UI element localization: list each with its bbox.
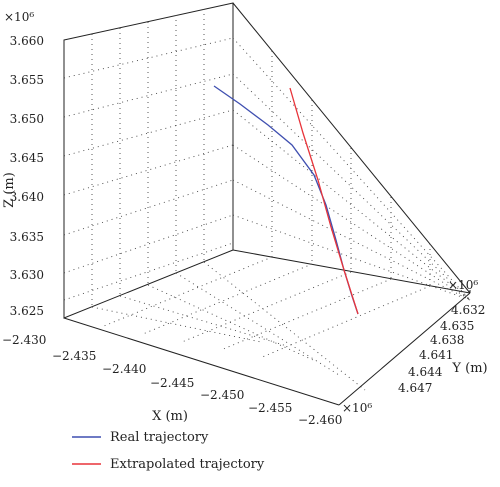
z-tick-label: 3.650 [10, 112, 44, 126]
z-tick-label: 3.625 [10, 304, 44, 318]
x-tick-label: −2.445 [150, 376, 194, 390]
y-axis-label: Y (m) [451, 361, 487, 376]
z-tick-label: 3.635 [10, 230, 44, 244]
y-tick-label: 4.632 [451, 303, 485, 317]
front-axes [63, 292, 471, 406]
y-tick-label: 4.638 [430, 333, 464, 347]
y-multiplier: ×10⁶ [448, 278, 478, 292]
x-axis-label: X (m) [152, 409, 188, 424]
z-axis-label: Z (m) [2, 172, 17, 208]
x-tick-label: −2.450 [200, 388, 244, 402]
x-tick-label: −2.440 [102, 362, 146, 376]
z-tick-label: 3.660 [10, 34, 44, 48]
z-multiplier: ×10⁶ [4, 10, 34, 24]
y-tick-labels: 4.632 4.635 4.638 4.641 4.644 4.647 [398, 303, 485, 395]
x-tick-labels: −2.430 −2.435 −2.440 −2.445 −2.450 −2.45… [2, 333, 342, 427]
x-tick-label: −2.460 [298, 413, 342, 427]
x-tick-label: −2.435 [52, 349, 96, 363]
z-tick-label: 3.640 [10, 190, 44, 204]
y-tick-label: 4.644 [408, 365, 443, 379]
x-tick-label: −2.430 [2, 333, 46, 347]
extrapolated-trajectory-line [289, 87, 359, 315]
grid-lines [63, 9, 471, 391]
z-tick-labels: 3.660 3.655 3.650 3.645 3.640 3.635 3.63… [10, 34, 44, 318]
legend-label-extrapolated: Extrapolated trajectory [110, 457, 265, 472]
x-multiplier: ×10⁶ [342, 401, 372, 415]
legend-label-real: Real trajectory [110, 430, 209, 445]
legend: Real trajectory Extrapolated trajectory [72, 430, 265, 472]
back-panel [63, 2, 471, 319]
z-tick-label: 3.655 [10, 73, 44, 87]
y-tick-label: 4.641 [419, 348, 453, 362]
real-trajectory-line [213, 85, 359, 315]
y-tick-label: 4.635 [440, 319, 474, 333]
x-tick-label: −2.455 [248, 401, 292, 415]
y-tick-label: 4.647 [398, 381, 432, 395]
z-tick-label: 3.630 [10, 268, 44, 282]
z-tick-label: 3.645 [10, 151, 44, 165]
